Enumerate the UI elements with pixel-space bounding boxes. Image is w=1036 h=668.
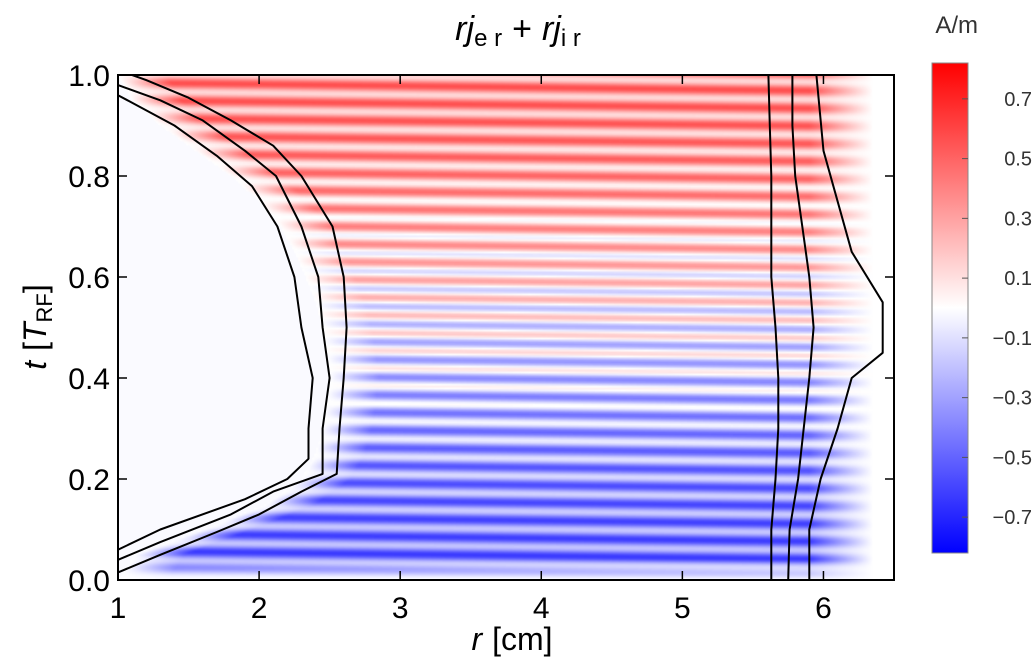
x-tick-label: 6 bbox=[815, 592, 832, 625]
y-tick-label: 0.4 bbox=[68, 363, 110, 396]
chart-title: rje r + rji r bbox=[455, 10, 581, 52]
heatmap-raster bbox=[118, 75, 894, 580]
colorbar-label: A/m bbox=[935, 12, 978, 39]
title-term1-base: rj bbox=[455, 10, 475, 48]
x-tick-label: 2 bbox=[251, 592, 268, 625]
outer-contour-3 bbox=[808, 75, 884, 580]
y-tick-label: 0.8 bbox=[68, 161, 110, 194]
x-axis-label: r [cm] bbox=[471, 621, 552, 657]
colorbar-tick-label: 0.3 bbox=[1004, 208, 1032, 230]
y-tick-label: 0.0 bbox=[68, 565, 110, 598]
x-tick-label: 1 bbox=[110, 592, 127, 625]
y-tick-label: 0.2 bbox=[68, 464, 110, 497]
colorbar-ticks: 0.7 0.5 0.3 0.1 −0.1 −0.3 −0.5 −0.7 bbox=[962, 89, 1032, 529]
colorbar bbox=[931, 62, 969, 554]
inner-contour-1 bbox=[118, 75, 348, 574]
y-axis-base: T bbox=[17, 320, 53, 342]
title-term1-sub: e r bbox=[474, 25, 502, 52]
outer-contour-1 bbox=[767, 75, 780, 580]
colorbar-tick-label: −0.3 bbox=[993, 388, 1032, 410]
contour-lines bbox=[118, 75, 884, 580]
y-axis-bracket-close: ] bbox=[17, 284, 53, 293]
plot-area bbox=[118, 75, 894, 580]
colorbar-tick-label: −0.5 bbox=[993, 447, 1032, 469]
outer-contour-2 bbox=[787, 75, 815, 580]
x-axis-unit: [cm] bbox=[492, 621, 552, 657]
title-operator: + bbox=[512, 10, 532, 48]
title-term2-base: rj bbox=[542, 10, 562, 48]
colorbar-tick-label: 0.1 bbox=[1004, 268, 1032, 290]
y-axis-label: t [TRF] bbox=[17, 284, 57, 370]
colorbar-tick-label: 0.7 bbox=[1004, 89, 1032, 111]
x-tick-label: 3 bbox=[392, 592, 409, 625]
x-axis: 1 2 3 4 5 6 bbox=[110, 75, 832, 625]
title-term2-sub: i r bbox=[561, 25, 581, 52]
inner-contour-3 bbox=[118, 94, 314, 551]
y-axis-symbol: t bbox=[17, 360, 53, 370]
plot-frame bbox=[117, 74, 895, 581]
colorbar-tick-label: 0.5 bbox=[1004, 149, 1032, 171]
x-axis-symbol: r bbox=[471, 621, 483, 657]
colorbar-tick-label: −0.7 bbox=[993, 507, 1032, 529]
y-axis-sub: RF bbox=[32, 293, 57, 322]
colorbar-tick-label: −0.1 bbox=[993, 328, 1032, 350]
x-tick-label: 5 bbox=[674, 592, 691, 625]
y-axis: 0.0 0.2 0.4 0.6 0.8 1.0 bbox=[68, 60, 894, 598]
y-tick-label: 1.0 bbox=[68, 60, 110, 93]
inner-contour-2 bbox=[118, 84, 331, 561]
y-axis-bracket-open: [ bbox=[17, 342, 53, 351]
x-tick-label: 4 bbox=[533, 592, 550, 625]
y-tick-label: 0.6 bbox=[68, 262, 110, 295]
